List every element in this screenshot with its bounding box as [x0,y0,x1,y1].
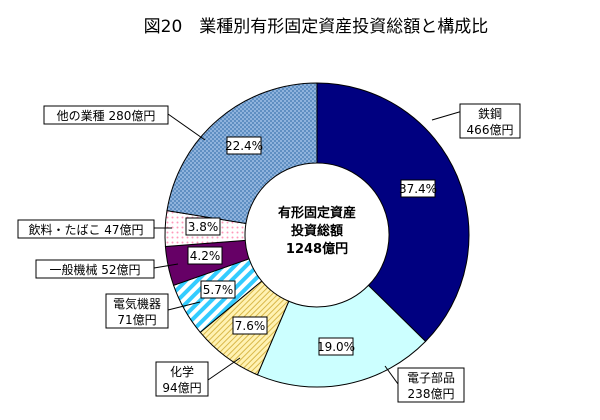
svg-text:7.6%: 7.6% [235,319,266,333]
callout-kagaku: 化学 94億円 [155,361,209,397]
center-label-line-2: 投資総額 [291,223,343,239]
center-label: 有形固定資産 投資総額 1248億円 [278,205,356,257]
svg-text:鉄鋼: 鉄鋼 [478,106,502,121]
svg-text:飲料・たばこ 47億円: 飲料・たばこ 47億円 [28,222,143,237]
svg-text:電気機器: 電気機器 [113,296,161,311]
callout-ippan-kikai: 一般機械 52億円 [35,259,155,279]
callout-denshi-buhin: 電子部品 238億円 [397,367,465,403]
percent-label-kagaku: 7.6% [232,316,268,335]
percent-label-ippan-kikai: 4.2% [187,246,223,265]
svg-text:71億円: 71億円 [117,313,156,327]
callout-tekko: 鉄鋼 466億円 [459,103,521,139]
svg-text:3.8%: 3.8% [188,220,219,234]
svg-text:他の業種 280億円: 他の業種 280億円 [57,109,156,123]
center-label-line-3: 1248億円 [286,241,348,257]
leader-line-denki-kiki [167,301,201,311]
svg-text:466億円: 466億円 [467,123,514,137]
leader-line-denshi-buhin [384,365,399,385]
leader-line-ta-no-gyoshu [167,113,206,141]
percent-labels: 37.4% 19.0% 7.6% 5.7% 4.2% 3.8% 22.4% [185,136,437,356]
slice-tekko [316,82,470,343]
svg-text:94億円: 94億円 [162,381,201,395]
svg-text:4.2%: 4.2% [190,249,221,263]
svg-text:22.4%: 22.4% [225,139,263,153]
callout-denki-kiki: 電気機器 71億円 [105,293,169,329]
center-label-line-1: 有形固定資産 [278,205,356,221]
percent-label-inryo-tabako: 3.8% [185,217,221,236]
chart-title: 図20 業種別有形固定資産投資総額と構成比 [144,17,489,37]
percent-label-denki-kiki: 5.7% [200,280,236,299]
svg-text:5.7%: 5.7% [203,283,234,297]
percent-label-tekko: 37.4% [399,179,437,198]
leader-line-kagaku [207,357,241,381]
svg-text:19.0%: 19.0% [317,340,355,354]
slice-denshi-buhin [256,284,427,388]
callout-ta-no-gyoshu: 他の業種 280億円 [43,105,169,125]
svg-text:37.4%: 37.4% [399,182,437,196]
svg-text:化学: 化学 [170,364,194,379]
callout-inryo-tabako: 飲料・たばこ 47億円 [17,219,155,239]
svg-text:電子部品: 電子部品 [407,370,455,385]
leader-line-ippan-kikai [153,263,179,269]
svg-text:238億円: 238億円 [408,387,455,401]
percent-label-ta-no-gyoshu: 22.4% [225,136,263,155]
svg-text:一般機械 52億円: 一般機械 52億円 [49,262,140,277]
percent-label-denshi-buhin: 19.0% [317,337,355,356]
